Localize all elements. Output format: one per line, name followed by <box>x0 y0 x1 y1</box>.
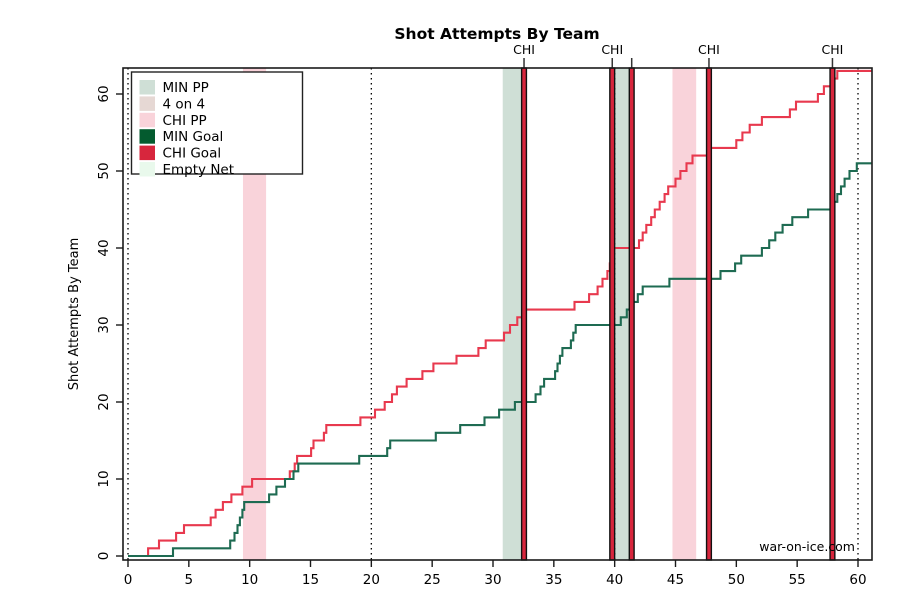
band-chi-pp <box>672 68 697 560</box>
x-tick-label: 5 <box>185 572 194 588</box>
legend-label-4-on-4: 4 on 4 <box>163 96 206 112</box>
y-tick-label: 0 <box>96 552 112 561</box>
legend-swatch-min-goal <box>139 129 155 144</box>
watermark: war-on-ice.com <box>759 539 855 554</box>
goal-line-chi <box>609 67 616 561</box>
legend-label-empty-net: Empty Net <box>163 162 235 178</box>
legend-swatch-min-pp <box>139 80 155 95</box>
y-axis-title: Shot Attempts By Team <box>67 238 82 391</box>
chart-title: Shot Attempts By Team <box>394 25 599 43</box>
x-tick-label: 50 <box>728 572 745 588</box>
x-tick-label: 45 <box>667 572 684 588</box>
x-tick-label: 40 <box>606 572 623 588</box>
y-tick-label: 50 <box>96 162 112 179</box>
goal-label-chi: CHI <box>513 42 535 57</box>
y-tick-label: 60 <box>96 85 112 102</box>
x-tick-label: 25 <box>424 572 441 588</box>
band-min-pp <box>502 68 524 560</box>
band-chi-pp <box>242 68 267 560</box>
x-tick-label: 35 <box>545 572 562 588</box>
y-tick-label: 10 <box>96 470 112 487</box>
legend-box <box>130 71 304 175</box>
legend-swatch-empty-net <box>139 162 155 177</box>
legend-swatch-chi-goal <box>139 145 155 161</box>
x-tick-label: 20 <box>363 572 380 588</box>
x-tick-label: 15 <box>302 572 319 588</box>
goal-line-chi <box>705 67 713 561</box>
goal-label-chi: CHI <box>822 42 844 57</box>
x-tick-label: 30 <box>484 572 501 588</box>
goal-line-chi <box>628 67 635 561</box>
min-shot-attempts-step-line <box>128 162 872 558</box>
goal-label-chi: CHI <box>698 42 720 57</box>
y-tick-label: 40 <box>96 239 112 256</box>
goal-line-chi <box>829 67 836 561</box>
legend-swatch-chi-pp <box>139 112 155 128</box>
band-min-pp <box>614 68 632 560</box>
y-tick-label: 20 <box>96 393 112 410</box>
legend-label-chi-goal: CHI Goal <box>163 146 222 162</box>
legend-label-min-goal: MIN Goal <box>163 129 224 145</box>
y-tick-label: 30 <box>96 316 112 333</box>
x-tick-label: 60 <box>849 572 866 588</box>
x-tick-label: 0 <box>124 572 133 588</box>
legend-label-chi-pp: CHI PP <box>163 113 207 129</box>
goal-line-chi <box>520 67 528 561</box>
goal-label-chi: CHI <box>601 42 623 57</box>
x-tick-label: 55 <box>789 572 806 588</box>
plot-border <box>122 67 873 561</box>
legend-label-min-pp: MIN PP <box>163 80 209 96</box>
legend-swatch-4-on-4 <box>139 96 155 111</box>
x-tick-label: 10 <box>241 572 258 588</box>
